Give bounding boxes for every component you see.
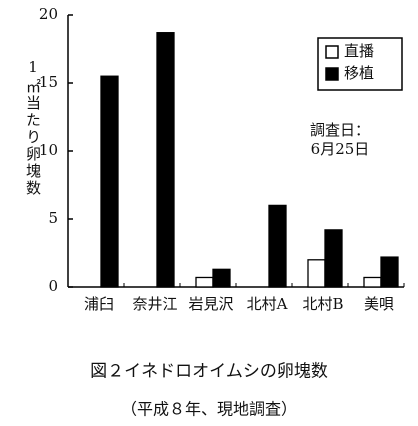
- legend-label: 直播: [344, 42, 374, 60]
- legend-label: 移植: [344, 64, 374, 82]
- caption: 図２イネドロオイムシの卵塊数: [90, 362, 328, 382]
- bar: [363, 276, 382, 288]
- y-tick-label: 20: [39, 5, 58, 23]
- legend-swatch: [325, 45, 339, 59]
- bar: [380, 256, 399, 288]
- legend-swatch: [325, 67, 339, 81]
- bar: [195, 276, 214, 288]
- bar: [156, 32, 175, 288]
- y-tick-label: 10: [39, 141, 58, 159]
- x-tick-label: 北村B: [302, 295, 343, 313]
- annotation: 6月25日: [311, 140, 370, 158]
- x-tick-label: 美唄: [364, 295, 394, 313]
- x-tick-label: 奈井江: [132, 295, 177, 313]
- bar: [212, 268, 231, 288]
- x-tick-label: 岩見沢: [188, 295, 233, 313]
- y-tick-label: 5: [48, 209, 58, 227]
- caption: （平成８年、現地調査）: [121, 400, 297, 419]
- x-tick-label: 北村A: [247, 295, 288, 313]
- y-axis-label: 1㎡当たり卵塊数: [24, 58, 42, 197]
- bar: [268, 204, 287, 288]
- y-tick-label: 0: [48, 277, 58, 295]
- y-tick-label: 15: [39, 73, 58, 91]
- bar: [324, 229, 343, 288]
- x-tick-label: 浦臼: [84, 295, 114, 313]
- bar: [100, 75, 119, 288]
- annotation: 調査日：: [310, 121, 370, 139]
- bar: [307, 259, 326, 288]
